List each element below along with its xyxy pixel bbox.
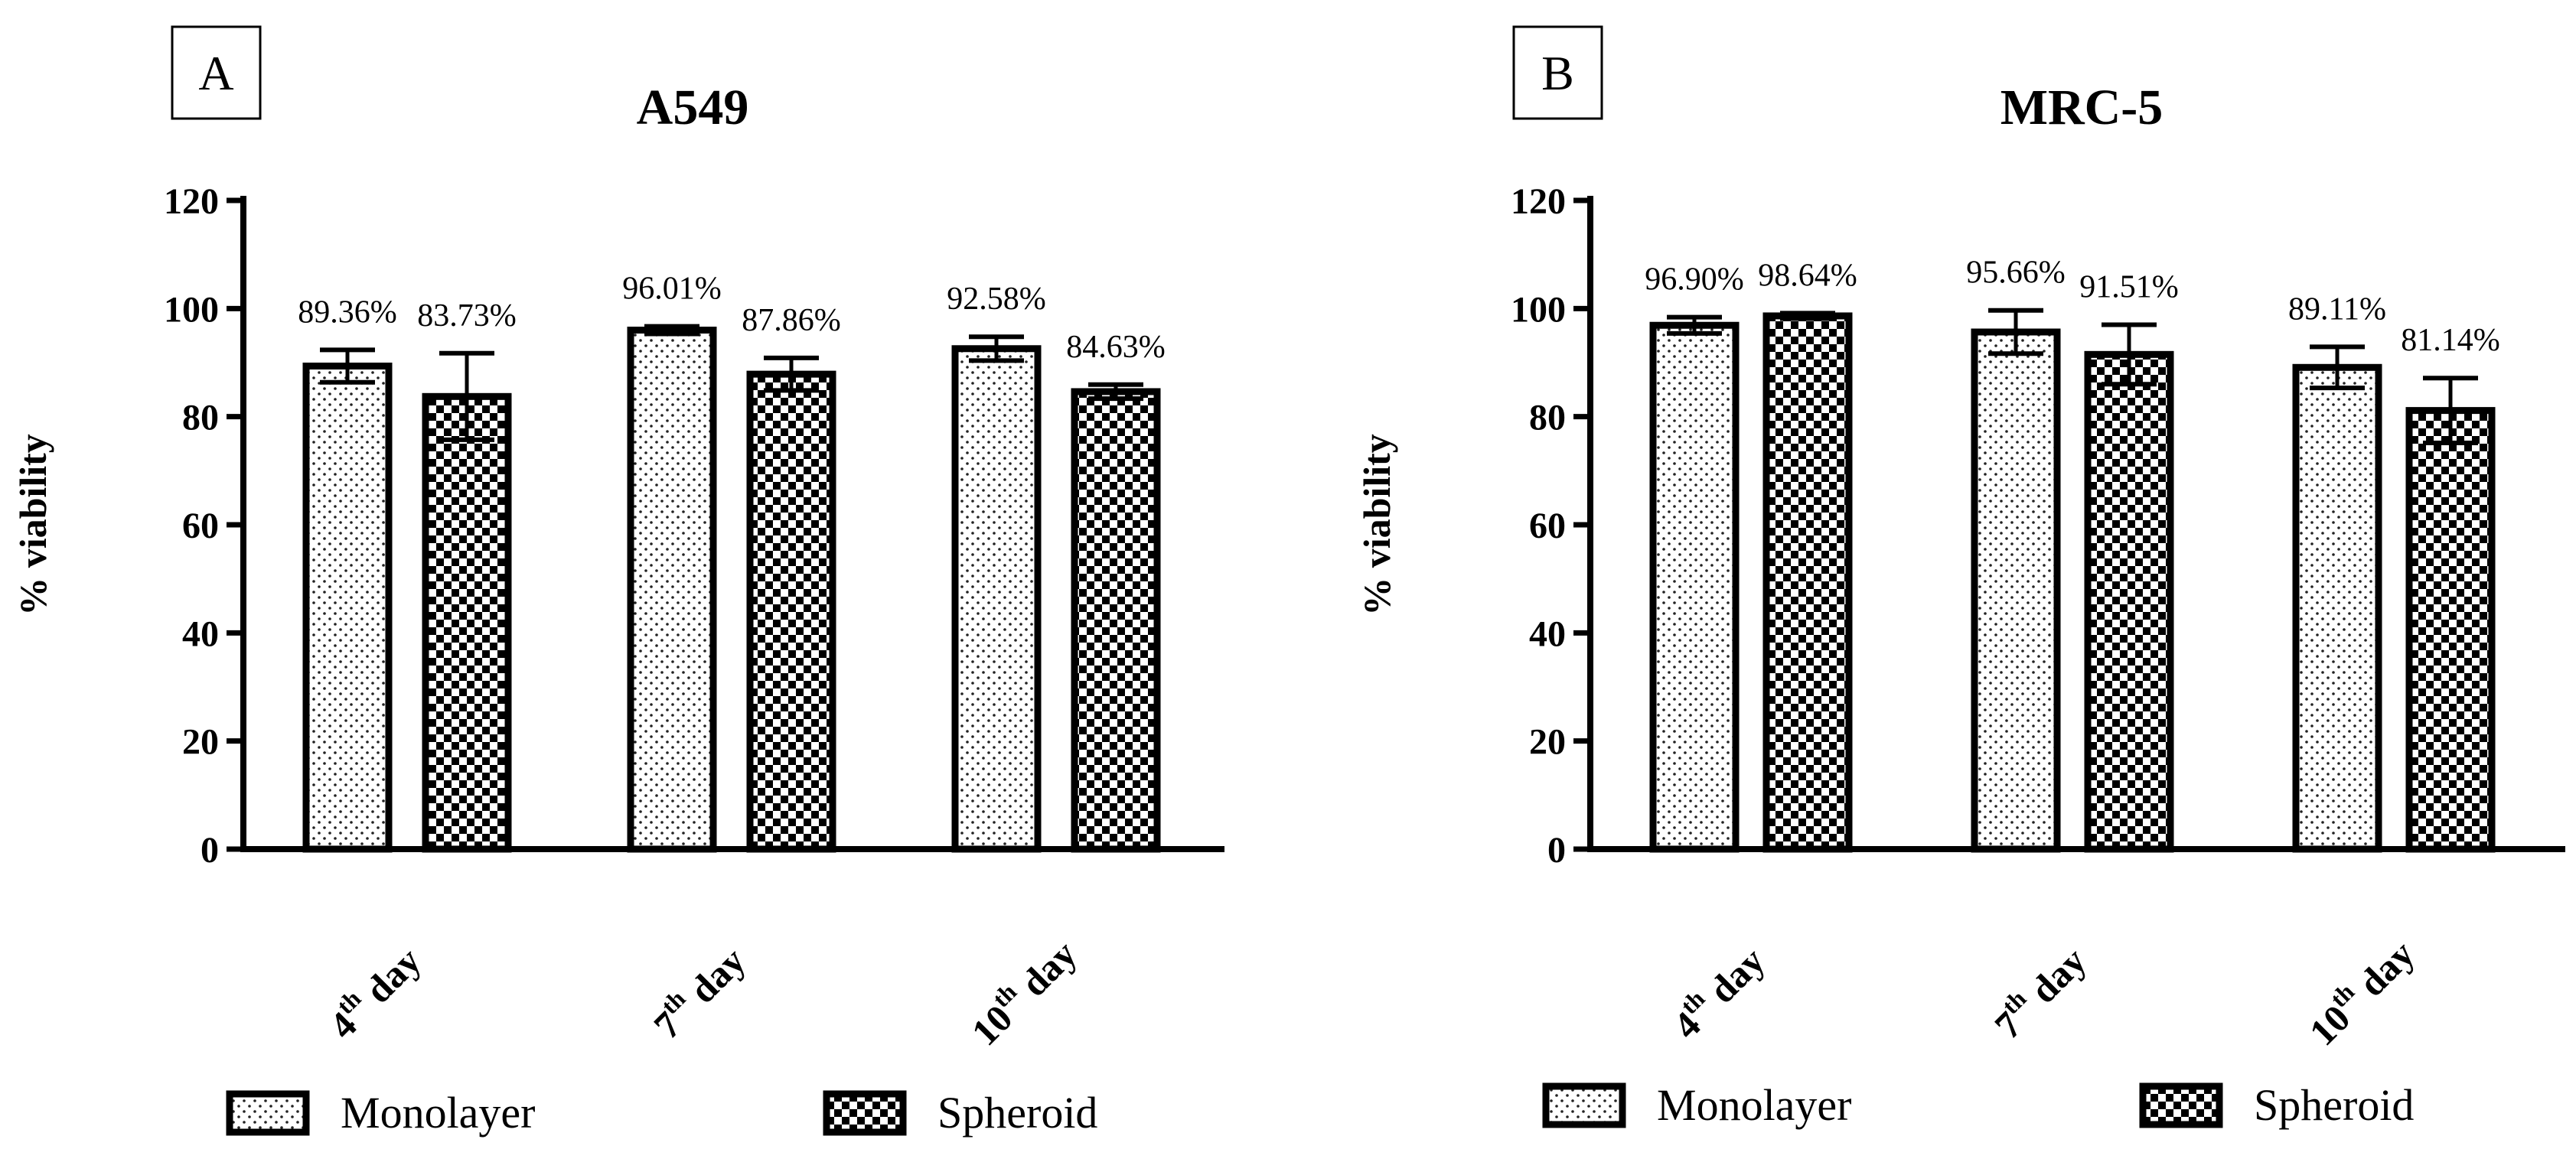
panel-letter: A bbox=[198, 46, 233, 100]
legend-swatch-monolayer bbox=[1542, 1082, 1626, 1128]
data-label: 89.36% bbox=[298, 295, 397, 330]
bar-monolayer-0 bbox=[302, 363, 393, 853]
bar-monolayer-1 bbox=[627, 327, 717, 853]
x-tick-label-2: 10th day bbox=[960, 929, 1084, 1053]
y-tick-label: 100 bbox=[1511, 289, 1566, 330]
panel-a: A A549 % viability 0 20 40 60 80 100 120 89.36% 83.… bbox=[11, 25, 1224, 1138]
y-tick-label: 120 bbox=[164, 181, 219, 222]
bar-spheroid-2 bbox=[1071, 388, 1161, 853]
data-label: 89.11% bbox=[2288, 291, 2386, 327]
legend-label-monolayer: Monolayer bbox=[1657, 1080, 1852, 1130]
data-label: 84.63% bbox=[1066, 330, 1166, 365]
data-label: 92.58% bbox=[947, 282, 1046, 317]
y-tick-label: 60 bbox=[182, 506, 219, 546]
x-tick-label-0: 4th day bbox=[318, 936, 429, 1046]
legend-label-spheroid: Spheroid bbox=[937, 1088, 1097, 1138]
bar-spheroid-1 bbox=[2084, 350, 2174, 853]
y-axis-label: % viability bbox=[11, 434, 54, 616]
y-tick-label: 80 bbox=[1529, 398, 1566, 438]
chart-title: A549 bbox=[637, 80, 749, 135]
legend-label-spheroid: Spheroid bbox=[2254, 1080, 2414, 1130]
panel-b: B MRC-5 % viability 0 20 40 60 80 100 120 96.90% 4t… bbox=[1355, 25, 2565, 1130]
data-label: 87.86% bbox=[742, 303, 841, 338]
bar-spheroid-0 bbox=[422, 392, 512, 853]
bar-monolayer-2 bbox=[2292, 363, 2382, 853]
y-tick-label: 0 bbox=[201, 830, 219, 871]
panel-letter-box bbox=[171, 25, 262, 120]
legend: Monolayer Spheroid bbox=[226, 1088, 1097, 1138]
legend-swatch-monolayer bbox=[226, 1090, 310, 1136]
y-tick-label: 100 bbox=[164, 289, 219, 330]
x-tick-label-0: 4th day bbox=[1661, 936, 1772, 1046]
x-tick-label-1: 7th day bbox=[1983, 936, 2094, 1046]
y-tick-label: 60 bbox=[1529, 506, 1566, 546]
data-label: 96.01% bbox=[622, 272, 722, 307]
legend-label-monolayer: Monolayer bbox=[341, 1088, 536, 1138]
y-tick-label: 120 bbox=[1511, 181, 1566, 222]
y-tick-label: 40 bbox=[182, 614, 219, 654]
x-tick-label-2: 10th day bbox=[2297, 929, 2422, 1053]
data-label: 96.90% bbox=[1645, 262, 1744, 298]
data-label: 81.14% bbox=[2401, 323, 2500, 358]
legend: Monolayer Spheroid bbox=[1542, 1080, 2414, 1130]
x-tick-label-1: 7th day bbox=[642, 936, 753, 1046]
y-tick-label: 20 bbox=[1529, 722, 1566, 763]
y-axis-label: % viability bbox=[1355, 434, 1398, 616]
legend-swatch-spheroid bbox=[2139, 1082, 2223, 1128]
panel-letter-box bbox=[1512, 25, 1603, 120]
chart-title: MRC-5 bbox=[2000, 80, 2164, 135]
data-label: 98.64% bbox=[1758, 258, 1857, 293]
bar-monolayer-2 bbox=[951, 345, 1042, 853]
y-tick-label: 40 bbox=[1529, 614, 1566, 654]
y-tick-label: 0 bbox=[1547, 830, 1566, 871]
bar-monolayer-0 bbox=[1649, 321, 1740, 853]
bar-monolayer-1 bbox=[1971, 328, 2061, 853]
bar-spheroid-1 bbox=[746, 370, 836, 853]
y-tick-label: 80 bbox=[182, 398, 219, 438]
data-label: 91.51% bbox=[2079, 269, 2179, 304]
data-label: 83.73% bbox=[417, 298, 517, 334]
bar-spheroid-2 bbox=[2405, 407, 2496, 853]
bar-spheroid-0 bbox=[1762, 312, 1853, 853]
y-tick-label: 20 bbox=[182, 722, 219, 763]
panel-letter: B bbox=[1541, 46, 1574, 100]
legend-swatch-spheroid bbox=[823, 1090, 907, 1136]
data-label: 95.66% bbox=[1966, 256, 2066, 291]
